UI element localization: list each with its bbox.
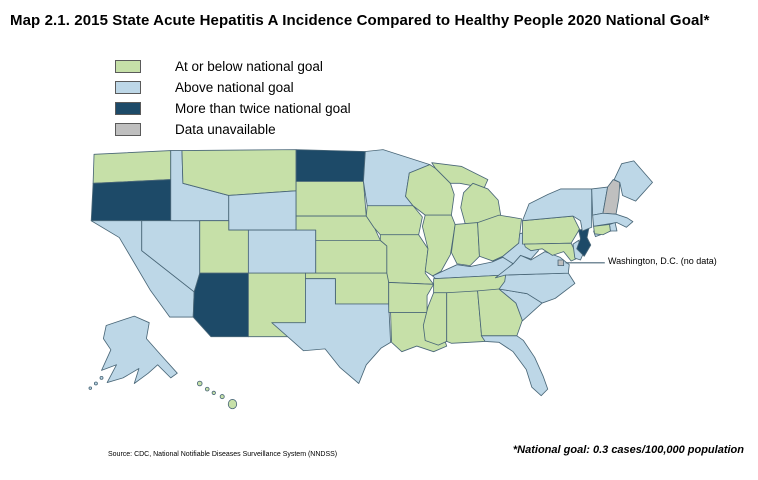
- source-note: Source: CDC, National Notifiable Disease…: [108, 451, 338, 458]
- state-ak-aleutian-island: [93, 381, 98, 386]
- state-wi: [405, 164, 455, 216]
- state-fl: [480, 335, 549, 397]
- state-ak-aleutian-island: [99, 375, 104, 380]
- state-wa: [92, 150, 172, 184]
- legend-item-unavailable: Data unavailable: [115, 122, 351, 137]
- state-hi-island: [204, 386, 210, 392]
- state-ak-aleutian-island: [88, 386, 93, 390]
- legend-item-more-than-twice: More than twice national goal: [115, 101, 351, 116]
- state-sd: [295, 181, 367, 217]
- state-hi-island: [196, 380, 203, 387]
- state-co: [247, 229, 317, 274]
- state-nh: [602, 179, 621, 215]
- dc-annotation-label: Washington, D.C. (no data): [608, 256, 717, 266]
- map-title: Map 2.1. 2015 State Acute Hepatitis A In…: [10, 12, 710, 29]
- state-mo: [379, 234, 435, 285]
- state-ar: [388, 282, 435, 313]
- us-choropleth-map: [88, 149, 653, 410]
- state-ks: [315, 239, 388, 274]
- legend-label: Data unavailable: [175, 122, 276, 137]
- legend-label: At or below national goal: [175, 59, 323, 74]
- state-ct: [593, 224, 611, 236]
- state-az: [192, 272, 249, 338]
- state-il: [421, 214, 456, 277]
- legend-swatch-above: [115, 81, 141, 94]
- state-or: [90, 179, 172, 222]
- state-wy: [228, 190, 297, 231]
- legend-swatch-more-than-twice: [115, 102, 141, 115]
- state-tx: [271, 278, 392, 384]
- legend: At or below national goal Above national…: [115, 59, 351, 137]
- state-hi-island: [211, 390, 216, 395]
- state-in: [450, 222, 480, 267]
- state-nj: [576, 227, 592, 257]
- state-dc: [557, 259, 565, 267]
- state-ak: [101, 315, 178, 384]
- state-nd: [295, 149, 366, 182]
- legend-label: Above national goal: [175, 80, 294, 95]
- state-me: [613, 160, 653, 202]
- state-hi-island: [219, 394, 225, 400]
- state-md: [523, 242, 579, 262]
- goal-note: *National goal: 0.3 cases/100,000 popula…: [512, 444, 744, 456]
- legend-item-at-or-below: At or below national goal: [115, 59, 351, 74]
- legend-swatch-at-or-below: [115, 60, 141, 73]
- legend-item-above: Above national goal: [115, 80, 351, 95]
- state-ny: [522, 188, 593, 232]
- state-nc: [498, 272, 576, 304]
- state-hi-big-island: [227, 398, 238, 410]
- legend-label: More than twice national goal: [175, 101, 351, 116]
- legend-swatch-unavailable: [115, 123, 141, 136]
